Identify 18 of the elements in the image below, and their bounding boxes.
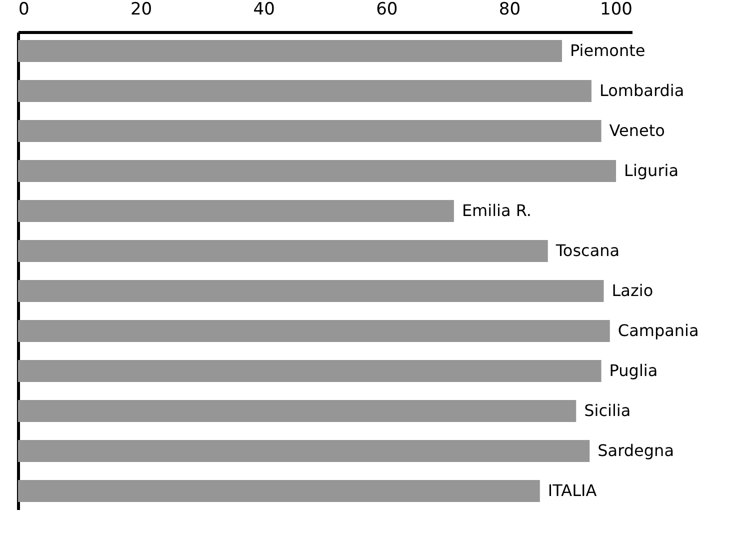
- y-tick-label: Campania: [618, 321, 699, 340]
- y-tick-label: Piemonte: [570, 41, 646, 60]
- y-tick-label: Sardegna: [598, 441, 674, 460]
- y-tick-label: Sicilia: [584, 401, 631, 420]
- x-tick-label: 40: [253, 0, 275, 20]
- x-tick-label: 20: [130, 0, 152, 20]
- x-tick-label: 80: [498, 0, 521, 20]
- y-tick-label: Toscana: [554, 241, 620, 260]
- x-tick-label: 0: [18, 0, 30, 20]
- x-tick-label: 100: [600, 0, 632, 20]
- y-tick-label: Liguria: [624, 161, 679, 180]
- y-tick-label: Lombardia: [599, 81, 684, 100]
- y-tick-label: ITALIA: [548, 481, 597, 500]
- x-tick-label: 60: [376, 0, 398, 20]
- y-tick-label: Lazio: [612, 281, 654, 300]
- y-tick-label: Puglia: [609, 361, 658, 380]
- y-tick-label: Emilia R.: [462, 201, 532, 220]
- y-tick-label: Veneto: [609, 121, 665, 140]
